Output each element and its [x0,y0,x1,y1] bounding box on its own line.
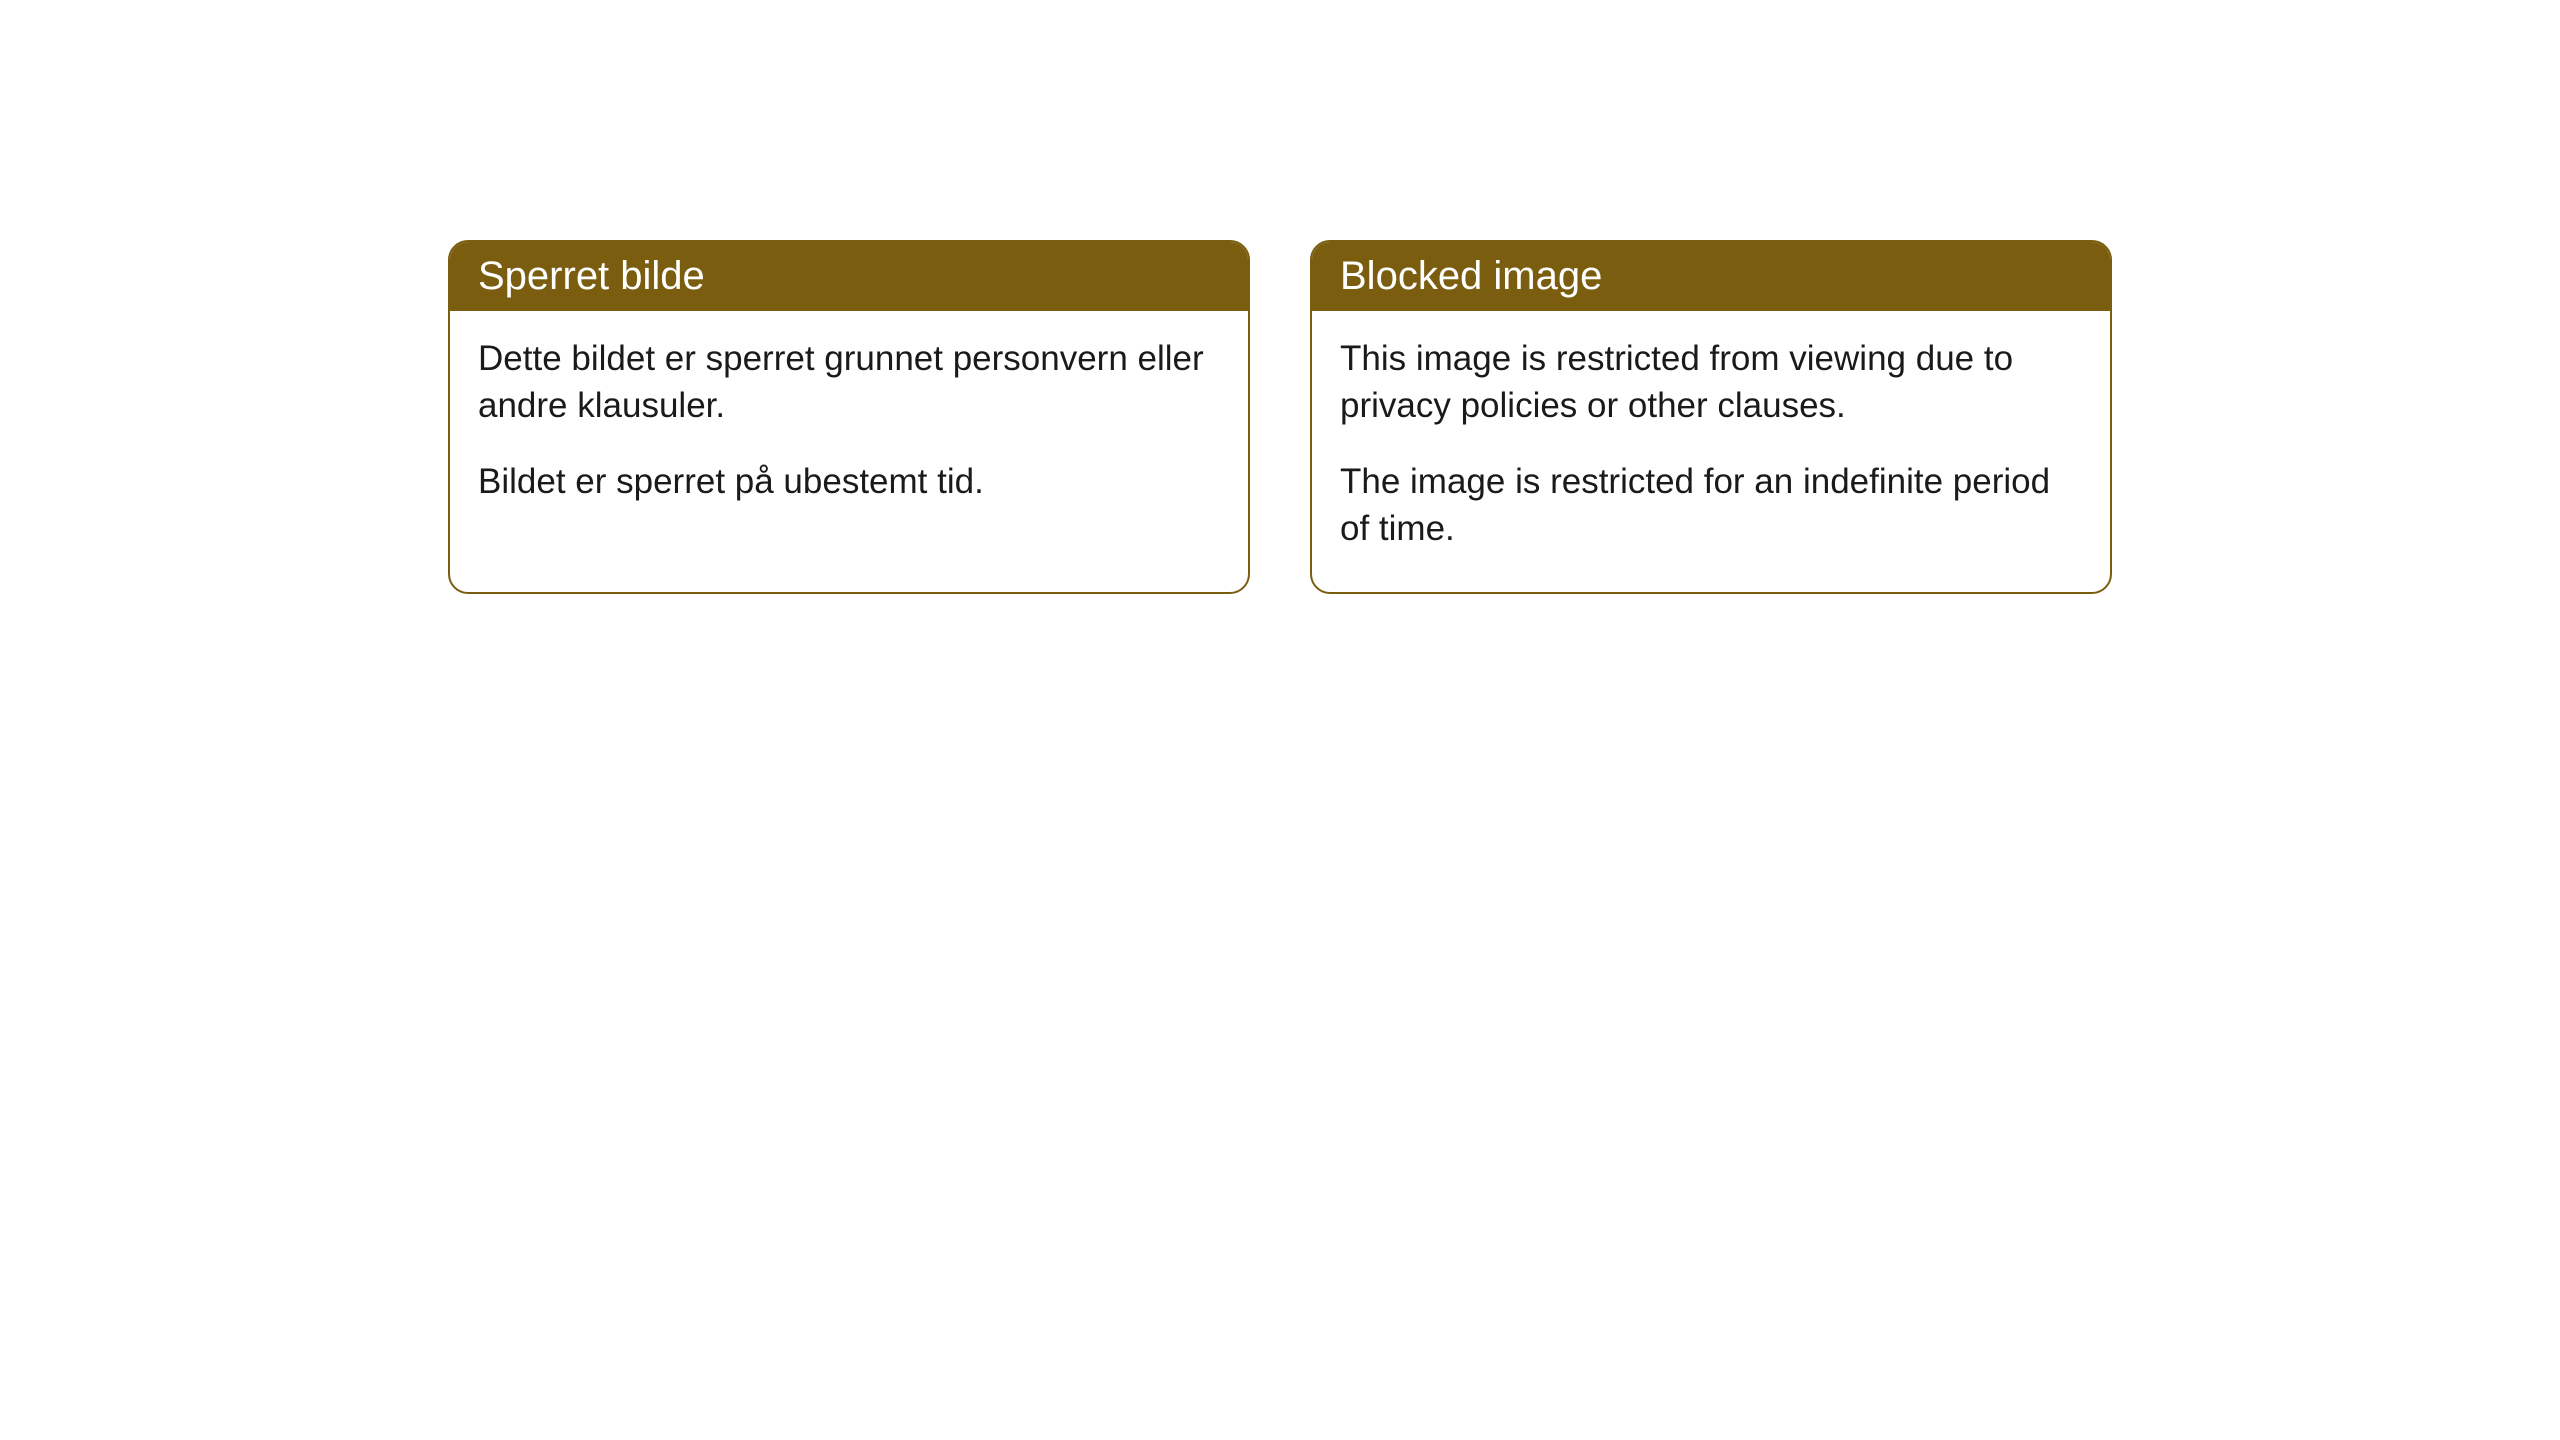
card-paragraph: Bildet er sperret på ubestemt tid. [478,458,1220,505]
card-body: This image is restricted from viewing du… [1312,311,2110,592]
card-paragraph: The image is restricted for an indefinit… [1340,458,2082,553]
blocked-image-card-norwegian: Sperret bilde Dette bildet er sperret gr… [448,240,1250,594]
card-title: Sperret bilde [478,254,705,298]
cards-container: Sperret bilde Dette bildet er sperret gr… [448,240,2112,594]
card-header: Blocked image [1312,242,2110,311]
card-paragraph: This image is restricted from viewing du… [1340,335,2082,430]
card-header: Sperret bilde [450,242,1248,311]
card-body: Dette bildet er sperret grunnet personve… [450,311,1248,545]
blocked-image-card-english: Blocked image This image is restricted f… [1310,240,2112,594]
card-paragraph: Dette bildet er sperret grunnet personve… [478,335,1220,430]
card-title: Blocked image [1340,254,1602,298]
